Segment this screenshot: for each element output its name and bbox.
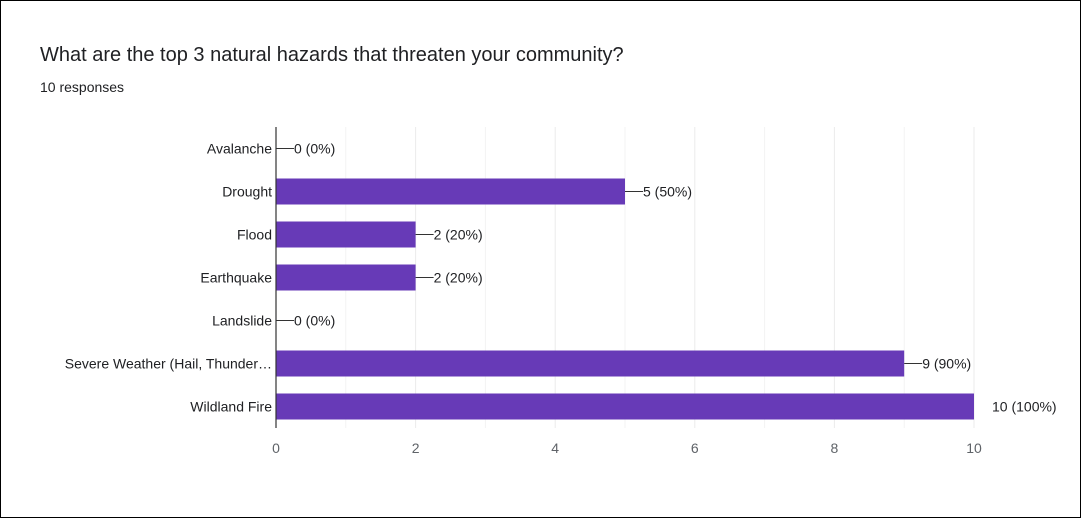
data-label: 5 (50%) xyxy=(643,184,692,200)
data-label: 0 (0%) xyxy=(294,313,335,329)
chart-title: What are the top 3 natural hazards that … xyxy=(40,44,624,66)
x-tick-label: 0 xyxy=(272,440,280,456)
bar xyxy=(276,264,416,291)
bar xyxy=(276,393,974,420)
data-label: 9 (90%) xyxy=(922,356,971,372)
category-label: Severe Weather (Hail, Thunder… xyxy=(65,356,272,372)
category-label: Avalanche xyxy=(207,141,272,157)
x-tick-label: 8 xyxy=(831,440,839,456)
bar xyxy=(276,350,905,377)
data-label: 2 (20%) xyxy=(434,270,483,286)
category-label: Landslide xyxy=(212,313,272,329)
x-tick-label: 4 xyxy=(551,440,559,456)
x-tick-label: 10 xyxy=(966,440,982,456)
bar xyxy=(276,178,625,205)
data-label: 10 (100%) xyxy=(992,399,1057,415)
category-label: Wildland Fire xyxy=(190,399,272,415)
bar xyxy=(276,221,416,248)
response-count: 10 responses xyxy=(40,79,125,95)
category-label: Flood xyxy=(237,227,272,243)
x-tick-label: 2 xyxy=(412,440,420,456)
data-label: 0 (0%) xyxy=(294,141,335,157)
category-label: Earthquake xyxy=(200,270,272,286)
data-label: 2 (20%) xyxy=(434,227,483,243)
x-tick-label: 6 xyxy=(691,440,699,456)
category-label: Drought xyxy=(222,184,272,200)
